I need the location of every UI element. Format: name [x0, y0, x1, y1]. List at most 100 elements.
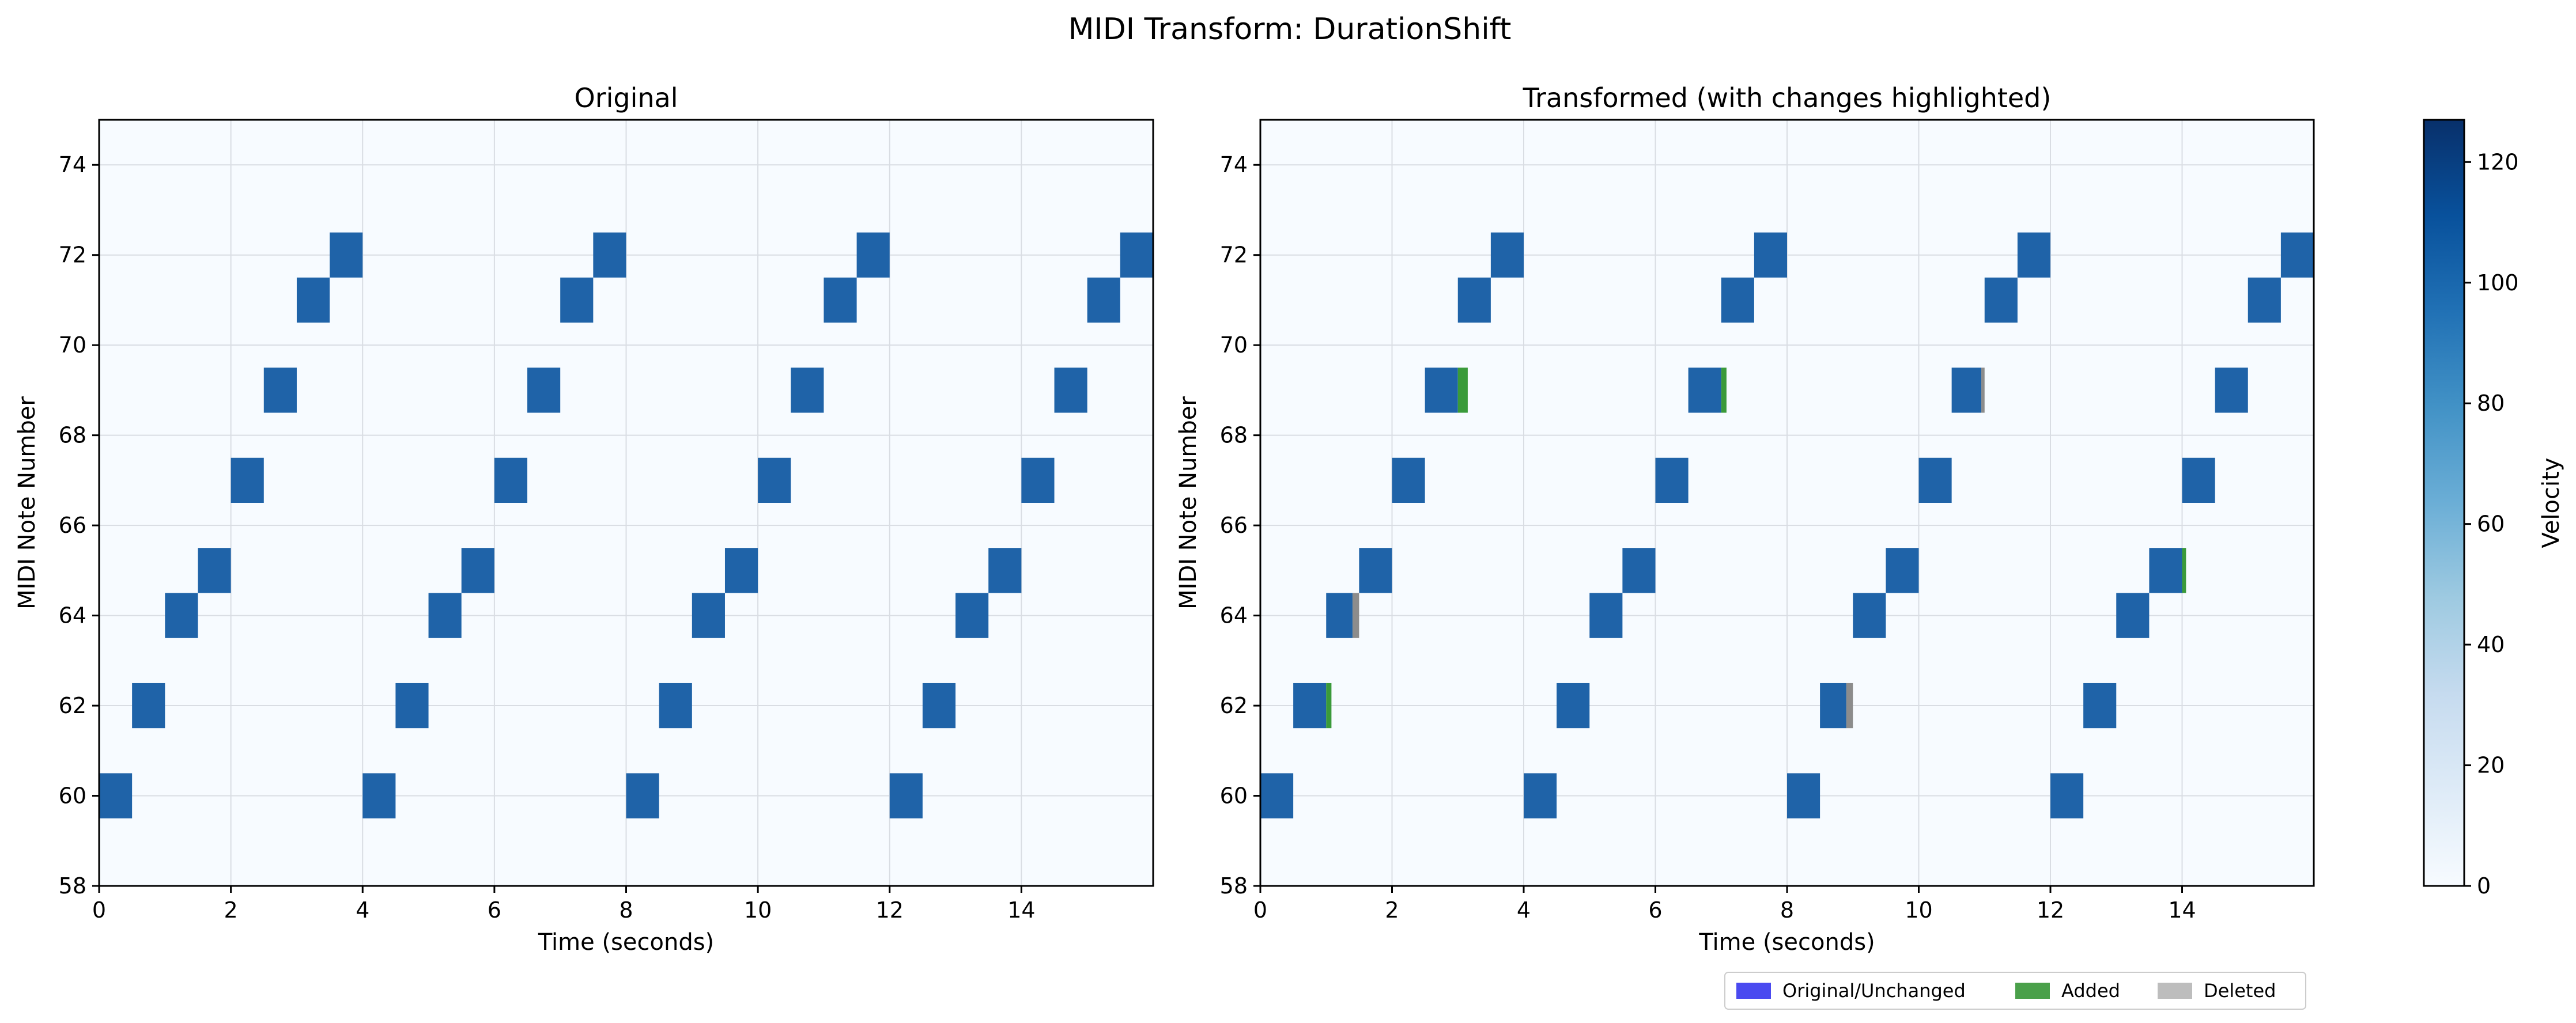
x-axis-label: Time (seconds) — [1698, 929, 1875, 956]
note-block — [1787, 773, 1820, 819]
added-segment — [2182, 548, 2186, 593]
x-tick-label: 4 — [356, 897, 369, 923]
y-tick-label: 66 — [1220, 513, 1248, 538]
note-block — [1293, 683, 1327, 729]
x-tick-label: 0 — [1253, 897, 1267, 923]
note-block — [2083, 683, 2117, 729]
note-block — [2050, 773, 2084, 819]
deleted-segment — [1981, 367, 1985, 413]
y-tick-label: 70 — [59, 332, 86, 358]
note-block — [2017, 232, 2050, 278]
added-segment — [1457, 367, 1468, 413]
legend-label: Added — [2061, 980, 2120, 1002]
note-block — [955, 593, 989, 638]
y-tick-label: 74 — [1220, 152, 1248, 177]
y-tick-label: 66 — [59, 513, 86, 538]
note-block — [1655, 457, 1689, 503]
x-tick-label: 14 — [2168, 897, 2196, 923]
y-axis-label: MIDI Note Number — [1175, 396, 1202, 609]
y-tick-label: 64 — [59, 603, 86, 628]
note-block — [1951, 367, 1982, 413]
note-block — [263, 367, 297, 413]
colorbar-tick-label: 40 — [2477, 632, 2505, 657]
x-tick-label: 10 — [1905, 897, 1932, 923]
note-block — [1688, 367, 1721, 413]
colorbar-tick-label: 0 — [2477, 873, 2491, 899]
legend-label: Deleted — [2204, 980, 2276, 1002]
note-block — [99, 773, 133, 819]
y-tick-label: 60 — [59, 783, 86, 809]
note-block — [1054, 367, 1087, 413]
colorbar-label: Velocity — [2538, 458, 2564, 548]
x-tick-label: 12 — [876, 897, 904, 923]
note-block — [1622, 548, 1656, 593]
note-block — [824, 277, 857, 323]
colorbar-gradient — [2424, 120, 2464, 886]
note-block — [692, 593, 725, 638]
y-tick-label: 62 — [1220, 693, 1248, 718]
colorbar: 0 20 40 60 80 100 120 Velocity — [2423, 119, 2564, 899]
colorbar-tick-label: 120 — [2477, 149, 2519, 175]
y-tick-label: 68 — [1220, 423, 1248, 448]
note-block — [560, 277, 594, 323]
x-tick-label: 6 — [1648, 897, 1662, 923]
note-block — [1425, 367, 1458, 413]
deleted-segment — [1352, 593, 1359, 638]
note-block — [362, 773, 396, 819]
panel-transformed: 0 2 4 6 8 10 12 14586062646668707274Transformed… — [1175, 82, 2315, 1010]
note-block — [1087, 277, 1120, 323]
note-block — [1557, 683, 1590, 729]
note-block — [461, 548, 494, 593]
note-block — [198, 548, 231, 593]
added-segment — [1721, 367, 1727, 413]
colorbar-tick-label: 60 — [2477, 512, 2505, 537]
note-block — [2182, 457, 2215, 503]
note-block — [1589, 593, 1623, 638]
note-block — [428, 593, 462, 638]
y-tick-label: 72 — [59, 243, 86, 268]
note-block — [922, 683, 956, 729]
y-tick-label: 68 — [59, 423, 86, 448]
note-block — [1886, 548, 1919, 593]
x-axis-label: Time (seconds) — [538, 929, 714, 956]
legend-swatch — [1736, 983, 1771, 999]
note-block — [724, 548, 758, 593]
panel-title: Original — [574, 82, 678, 113]
panels: 0 2 4 6 8 10 12 14586062646668707274OriginalTim… — [14, 82, 2315, 1010]
x-tick-label: 10 — [744, 897, 772, 923]
colorbar-tick-label: 80 — [2477, 391, 2505, 416]
colorbar-frame — [2423, 119, 2465, 887]
note-block — [856, 232, 890, 278]
note-block — [1392, 457, 1425, 503]
note-block — [1918, 457, 1952, 503]
note-block — [2248, 277, 2281, 323]
panel-original: 0 2 4 6 8 10 12 14586062646668707274OriginalTim… — [14, 82, 1154, 956]
note-block — [132, 683, 165, 729]
note-block — [758, 457, 791, 503]
note-block — [889, 773, 923, 819]
x-tick-label: 8 — [619, 897, 633, 923]
note-block — [1260, 773, 1294, 819]
x-tick-label: 4 — [1517, 897, 1531, 923]
note-block — [494, 457, 528, 503]
note-block — [1754, 232, 1787, 278]
note-block — [2215, 367, 2248, 413]
panel-title: Transformed (with changes highlighted) — [1523, 82, 2052, 113]
note-block — [659, 683, 692, 729]
added-segment — [1326, 683, 1332, 729]
note-block — [1021, 457, 1055, 503]
legend-swatch — [2015, 983, 2050, 999]
y-tick-label: 60 — [1220, 783, 1248, 809]
figure-title: MIDI Transform: DurationShift — [1068, 12, 1512, 47]
note-block — [2149, 548, 2182, 593]
note-block — [1721, 277, 1754, 323]
note-block — [988, 548, 1022, 593]
y-tick-label: 58 — [1220, 873, 1248, 899]
y-tick-label: 74 — [59, 152, 86, 177]
note-block — [231, 457, 264, 503]
note-block — [1457, 277, 1491, 323]
deleted-segment — [1846, 683, 1853, 729]
note-block — [527, 367, 561, 413]
y-tick-label: 70 — [1220, 332, 1248, 358]
